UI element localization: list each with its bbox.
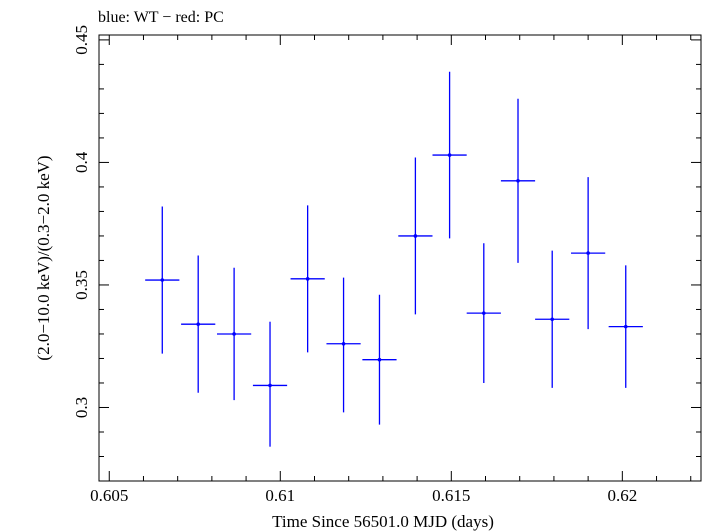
data-point — [535, 250, 570, 388]
y-tick-label: 0.35 — [72, 270, 91, 300]
x-axis-label: Time Since 56501.0 MJD (days) — [272, 512, 494, 531]
data-point — [432, 71, 467, 239]
point-marker — [516, 179, 520, 183]
point-marker — [160, 278, 165, 282]
x-tick-label: 0.615 — [432, 486, 470, 505]
plot-frame — [98, 34, 702, 482]
point-marker — [341, 341, 346, 346]
data-point — [181, 255, 216, 393]
data-point — [500, 98, 536, 263]
data-point — [145, 206, 180, 354]
y-tick-label: 0.3 — [72, 397, 91, 418]
data-point — [398, 157, 433, 315]
point-marker — [196, 322, 200, 326]
y-axis-label: (2.0−10.0 keV)/(0.3−2.0 keV) — [34, 155, 53, 360]
point-marker — [586, 251, 590, 255]
data-point — [571, 177, 606, 330]
data-point — [252, 321, 288, 447]
y-tick-label: 0.45 — [72, 25, 91, 55]
point-marker — [413, 234, 418, 238]
data-point — [466, 243, 501, 383]
point-marker — [377, 357, 382, 362]
x-tick-label: 0.605 — [90, 486, 128, 505]
point-marker — [447, 153, 452, 157]
point-marker — [268, 383, 272, 388]
y-tick-label: 0.4 — [72, 151, 91, 173]
data-marks — [145, 71, 643, 447]
data-point — [362, 294, 397, 425]
point-marker — [623, 324, 628, 329]
point-marker — [232, 332, 236, 336]
point-marker — [550, 317, 555, 322]
x-tick-label: 0.61 — [265, 486, 295, 505]
x-tick-label: 0.62 — [607, 486, 637, 505]
data-point — [608, 265, 643, 388]
data-point — [217, 267, 252, 401]
axis-ticks: 0.605 0.61 0.615 0.62 0.3 0.35 0.4 0.45 — [72, 25, 701, 505]
point-marker — [482, 311, 486, 315]
data-point — [290, 205, 325, 353]
data-point — [326, 277, 361, 413]
point-marker — [305, 277, 310, 281]
chart-title: blue: WT − red: PC — [98, 9, 224, 26]
